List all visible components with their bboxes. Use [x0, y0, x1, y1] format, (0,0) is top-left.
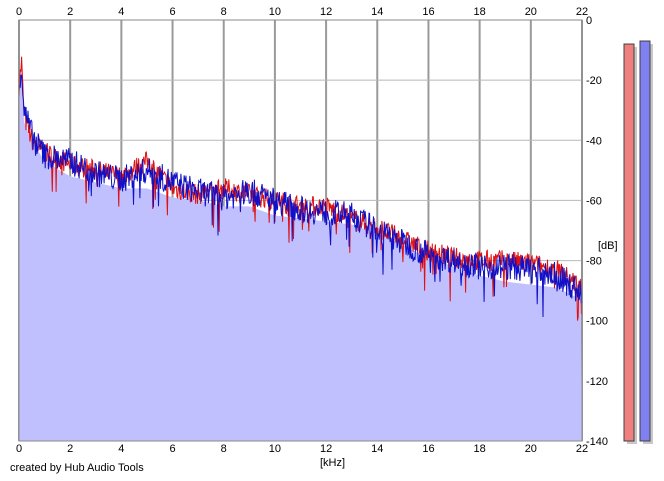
y-tick-labels: 0 -20 -40 -60 -80 -100 -120 -140	[586, 15, 608, 448]
x-tick-label: 2	[67, 6, 73, 18]
x-tick-label: 4	[118, 443, 124, 455]
level-meter-bar	[623, 43, 635, 442]
x-tick-labels-bottom: 0 2 4 6 8 10 12 14 16 18 20 22	[16, 443, 588, 455]
series-line	[18, 56, 583, 321]
y-tick-label: -60	[586, 195, 602, 207]
plot-frame	[18, 19, 583, 442]
x-tick-label: 12	[320, 443, 332, 455]
y-tick-label: -20	[586, 75, 602, 87]
x-tick-labels-top: 0 2 4 6 8 10 12 14 16 18 20 22	[16, 6, 588, 18]
y-tick-label: -80	[586, 256, 602, 268]
x-tick-label: 16	[422, 443, 434, 455]
spectrum-fill	[19, 68, 582, 441]
x-tick-label: 20	[525, 6, 537, 18]
x-tick-label: 10	[269, 6, 281, 18]
x-tick-label: 14	[371, 6, 383, 18]
y-tick-label: 0	[586, 15, 592, 27]
x-tick-label: 6	[169, 443, 175, 455]
spectrum-lines	[18, 56, 583, 321]
x-tick-label: 14	[371, 443, 383, 455]
plot-border	[18, 19, 583, 442]
x-tick-label: 10	[269, 443, 281, 455]
x-tick-label: 22	[576, 6, 588, 18]
x-tick-label: 18	[474, 6, 486, 18]
x-axis-label: [kHz]	[320, 457, 346, 469]
x-tick-label: 6	[169, 6, 175, 18]
x-tick-label: 8	[221, 6, 227, 18]
x-tick-label: 18	[474, 443, 486, 455]
y-tick-label: -120	[586, 376, 608, 388]
x-tick-label: 20	[525, 443, 537, 455]
level-meters	[623, 40, 653, 445]
y-tick-label: -140	[586, 436, 608, 448]
x-tick-label: 16	[422, 6, 434, 18]
y-axis-label: [dB]	[598, 240, 618, 252]
credit-text: created by Hub Audio Tools	[10, 462, 144, 474]
spectrum-area	[19, 68, 582, 441]
x-tick-label: 0	[16, 6, 22, 18]
x-tick-label: 2	[67, 443, 73, 455]
y-tick-label: -40	[586, 135, 602, 147]
x-tick-label: 12	[320, 6, 332, 18]
level-meter-bar	[639, 40, 651, 442]
x-tick-label: 4	[118, 6, 124, 18]
x-tick-label: 22	[576, 443, 588, 455]
x-tick-label: 8	[221, 443, 227, 455]
series-line	[18, 74, 583, 318]
x-tick-label: 0	[16, 443, 22, 455]
y-tick-label: -100	[586, 316, 608, 328]
